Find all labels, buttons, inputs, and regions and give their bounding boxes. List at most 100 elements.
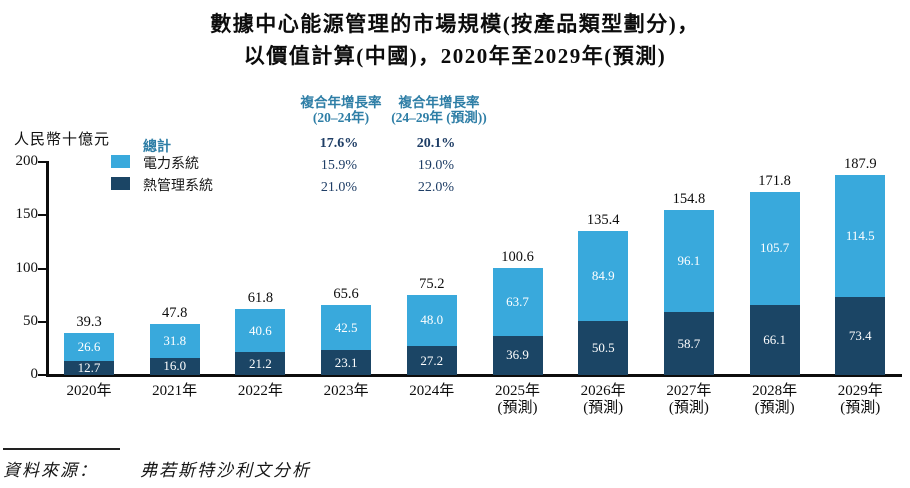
bar-value-thermal: 23.1 (334, 354, 358, 370)
x-axis-forecast-suffix: (預測) (583, 400, 624, 416)
cagr-total-20-24: 17.6% (319, 136, 359, 151)
source-divider-line (3, 448, 120, 450)
bar-segment-power: 48.0 (406, 294, 457, 347)
cagr-thermal-24-29: 22.0% (417, 180, 455, 195)
y-axis-tick-mark (38, 161, 46, 163)
y-axis-unit-label: 人民幣十億元 (14, 132, 111, 148)
bar-segment-power: 114.5 (835, 174, 886, 297)
bar-value-thermal: 66.1 (763, 331, 786, 347)
x-axis-forecast-suffix: (預測) (668, 400, 709, 416)
bar-segment-power: 84.9 (578, 230, 629, 322)
x-axis-line (46, 374, 902, 377)
x-axis-category-label: 2025年 (預測) (475, 383, 561, 417)
bar-segment-thermal: 58.7 (663, 312, 714, 375)
bar-total-label: 39.3 (76, 314, 102, 331)
x-axis-category-label: 2024年 (409, 383, 455, 399)
bar-total-label: 100.6 (501, 248, 534, 265)
cagr-header-24-29: 複合年增長率 (24–29年 (預測)) (366, 95, 512, 125)
chart-title-line2: 以價值計算(中國)，2020年至2029年(預測) (243, 44, 667, 68)
bar-total-label: 135.4 (586, 211, 620, 228)
cagr-header-20-24-line1: 複合年增長率 (300, 95, 382, 110)
bar-segment-thermal: 12.7 (64, 360, 114, 375)
bar-total-label: 65.6 (333, 286, 359, 303)
bar-segment-thermal: 21.2 (235, 352, 286, 375)
cagr-header-24-29-line1: 複合年增長率 (398, 95, 480, 110)
source-label: 資料來源： (3, 461, 98, 480)
bar-value-thermal: 58.7 (677, 335, 701, 351)
x-axis-forecast-suffix: (預測) (497, 400, 538, 416)
bar-segment-thermal: 73.4 (835, 296, 886, 375)
cagr-header-24-29-line2: (24–29年 (預測)) (391, 110, 487, 125)
bar-value-power: 96.1 (677, 253, 701, 269)
cagr-header-20-24: 複合年增長率 (20–24年) (279, 95, 403, 125)
legend-total-label: 總計 (143, 140, 171, 155)
bar-segment-power: 63.7 (492, 267, 543, 336)
bar-segment-power: 105.7 (749, 192, 800, 305)
x-axis-category-label: 2020年 (66, 383, 112, 399)
bar-value-thermal: 16.0 (163, 358, 187, 374)
x-axis-category-label: 2029年 (預測) (817, 383, 903, 417)
bar-segment-thermal: 50.5 (578, 321, 629, 375)
cagr-power-20-24: 15.9% (320, 158, 358, 173)
bar-segment-thermal: 16.0 (149, 357, 200, 375)
bar-value-power: 105.7 (759, 240, 790, 256)
y-axis-tick-label: 100 (15, 259, 39, 276)
x-axis-category-label: 2026年 (預測) (560, 383, 646, 417)
legend-label-power-system: 電力系統 (143, 157, 199, 172)
source-value: 弗若斯特沙利文分析 (140, 461, 311, 480)
bar-segment-power: 42.5 (321, 305, 372, 351)
bar-segment-thermal: 27.2 (406, 346, 457, 375)
bar-segment-thermal: 23.1 (321, 350, 372, 375)
bar-value-thermal: 73.4 (848, 327, 872, 343)
cagr-total-24-29: 20.1% (416, 136, 456, 151)
bar-value-thermal: 21.2 (249, 355, 272, 371)
bar-segment-power: 96.1 (663, 210, 714, 313)
y-axis-tick-label: 0 (30, 366, 39, 382)
cagr-power-24-29: 19.0% (417, 158, 455, 173)
bar-value-thermal: 27.2 (420, 352, 444, 368)
bar-value-power: 114.5 (845, 227, 875, 243)
x-axis-forecast-suffix: (預測) (840, 400, 881, 416)
cagr-header-20-24-line2: (20–24年) (312, 110, 370, 125)
x-axis-category-label: 2028年 (預測) (732, 383, 818, 417)
bar-segment-power: 31.8 (149, 324, 200, 358)
bar-segment-thermal: 66.1 (749, 304, 800, 375)
x-axis-category-label: 2022年 (237, 383, 283, 399)
bar-value-power: 26.6 (77, 339, 101, 355)
x-axis-forecast-suffix: (預測) (754, 400, 795, 416)
cagr-thermal-20-24: 21.0% (320, 180, 358, 195)
bar-value-power: 42.5 (334, 319, 358, 335)
y-axis-tick-mark (38, 214, 46, 217)
bar-segment-power: 40.6 (235, 309, 286, 353)
legend-swatch-power-system (111, 155, 130, 168)
bar-value-power: 31.8 (163, 333, 187, 348)
bar-value-thermal: 36.9 (506, 347, 529, 363)
x-axis-category-label: 2027年 (預測) (646, 383, 732, 417)
chart-title-line1: 數據中心能源管理的市場規模(按產品類型劃分)， (210, 12, 700, 36)
y-axis-tick-label: 150 (15, 206, 39, 223)
legend-label-thermal-system: 熱管理系統 (143, 179, 213, 194)
y-axis-tick-mark (38, 320, 46, 323)
y-axis-tick-label: 50 (23, 312, 38, 329)
y-axis-line (46, 161, 49, 377)
bar-value-power: 63.7 (506, 293, 529, 309)
bar-total-label: 61.8 (247, 290, 274, 307)
bar-value-power: 48.0 (420, 312, 444, 328)
x-axis-category-label: 2023年 (323, 383, 369, 399)
y-axis-tick-label: 200 (15, 153, 39, 169)
bar-total-label: 187.9 (843, 155, 877, 172)
bar-total-label: 171.8 (758, 173, 791, 190)
bar-value-power: 40.6 (249, 322, 272, 338)
bar-total-label: 154.8 (672, 191, 706, 208)
bar-value-thermal: 50.5 (591, 340, 615, 356)
bar-value-power: 84.9 (591, 268, 615, 283)
bar-segment-thermal: 36.9 (492, 335, 543, 375)
y-axis-tick-mark (38, 374, 46, 376)
bar-total-label: 75.2 (419, 275, 445, 292)
bar-total-label: 47.8 (162, 305, 188, 322)
y-axis-tick-mark (38, 267, 46, 270)
legend-swatch-thermal-system (111, 177, 130, 190)
x-axis-category-label: 2021年 (152, 383, 198, 399)
